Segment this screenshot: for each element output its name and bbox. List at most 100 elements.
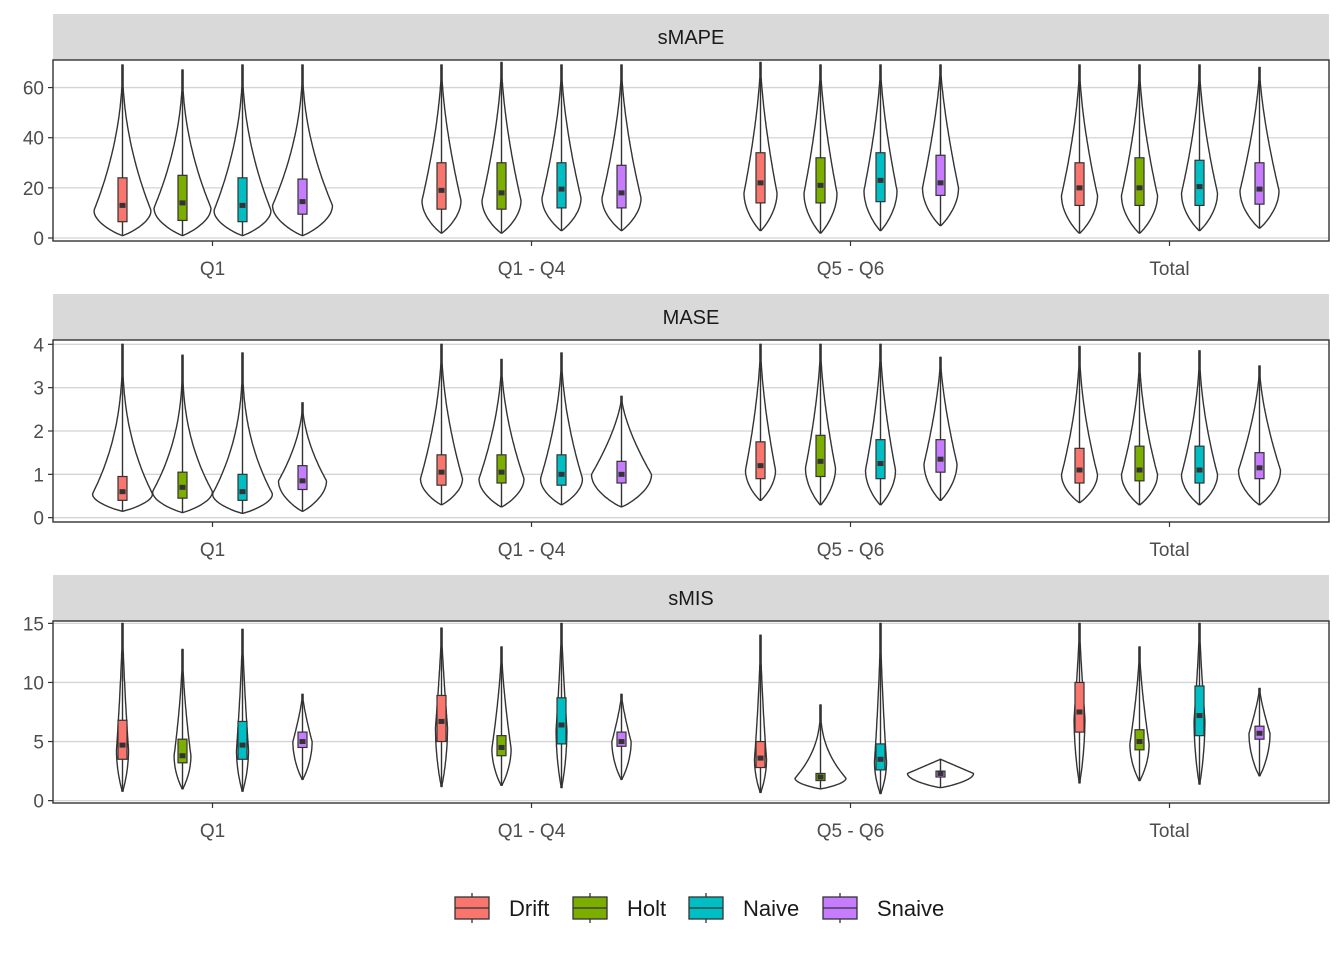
facet-strip	[53, 294, 1329, 340]
iqr-box-drift	[117, 719, 128, 760]
iqr-box-drift	[1074, 162, 1085, 207]
facet-panel-smape: sMAPE 0 20 40 60 Q1 Q1 - Q4 Q5 - Q6 Total	[23, 14, 1330, 280]
facet-strip	[53, 575, 1329, 621]
iqr-box-naive	[556, 454, 567, 486]
y-tick-label: 5	[33, 733, 44, 754]
x-tick-label: Q1	[200, 259, 225, 280]
iqr-box-naive	[237, 720, 248, 760]
legend-label: Snaive	[877, 896, 944, 921]
category-group	[421, 61, 642, 234]
category-group	[1060, 64, 1280, 234]
category-group	[93, 64, 334, 237]
iqr-box-holt	[496, 454, 507, 484]
iqr-box-holt	[1134, 157, 1145, 207]
y-tick-label: 15	[23, 614, 44, 635]
iqr-box-holt	[815, 157, 826, 204]
median-marker-snaive	[1256, 730, 1263, 736]
median-marker-drift	[119, 489, 126, 495]
legend-item-naive: Naive	[688, 893, 799, 923]
median-marker-drift	[757, 180, 764, 186]
legend-label: Drift	[509, 896, 549, 921]
median-marker-naive	[558, 471, 565, 477]
iqr-box-snaive	[935, 439, 946, 473]
legend-item-snaive: Snaive	[822, 893, 944, 923]
iqr-box-snaive	[935, 154, 946, 196]
iqr-box-drift	[436, 162, 447, 210]
facet-strip-title: sMAPE	[658, 27, 725, 49]
median-marker-naive	[1196, 713, 1203, 719]
category-group	[744, 343, 958, 506]
iqr-box-holt	[496, 162, 507, 210]
y-tick-label: 4	[33, 335, 44, 356]
x-tick-label: Q5 - Q6	[817, 540, 885, 561]
median-marker-holt	[179, 484, 186, 490]
median-marker-drift	[1076, 185, 1083, 191]
iqr-box-snaive	[1254, 162, 1265, 205]
legend-label: Holt	[627, 896, 666, 921]
y-tick-label: 0	[33, 509, 44, 530]
category-group	[434, 622, 632, 789]
facet-strip	[53, 14, 1329, 60]
x-tick-label: Q1	[200, 821, 225, 842]
category-group	[115, 622, 313, 792]
iqr-box-snaive	[616, 164, 627, 209]
y-tick-label: 0	[33, 229, 44, 250]
iqr-box-naive	[1194, 445, 1205, 484]
y-tick-label: 1	[33, 465, 44, 486]
category-group	[753, 622, 975, 795]
median-marker-snaive	[937, 180, 944, 186]
iqr-box-naive	[237, 177, 248, 223]
median-marker-drift	[438, 469, 445, 475]
iqr-box-drift	[755, 152, 766, 204]
x-tick-label: Q1 - Q4	[498, 540, 566, 561]
median-marker-snaive	[618, 471, 625, 477]
x-tick-label: Q5 - Q6	[817, 821, 885, 842]
x-tick-label: Q1 - Q4	[498, 821, 566, 842]
median-marker-snaive	[618, 190, 625, 196]
panel-border	[52, 339, 1330, 523]
category-group	[743, 61, 960, 234]
iqr-box-drift	[1074, 447, 1085, 484]
facet-panel-mase: MASE 0 1 2 3 4 Q1 Q1 - Q4 Q5 - Q6 Total	[33, 294, 1330, 561]
median-marker-snaive	[1256, 465, 1263, 471]
iqr-box-naive	[875, 152, 886, 203]
median-marker-drift	[438, 718, 445, 724]
median-marker-naive	[558, 186, 565, 192]
median-marker-snaive	[937, 456, 944, 462]
median-marker-naive	[877, 461, 884, 466]
iqr-box-snaive	[297, 178, 308, 215]
median-marker-holt	[1136, 185, 1143, 191]
x-tick-label: Total	[1149, 540, 1189, 561]
median-marker-naive	[239, 742, 246, 748]
iqr-box-drift	[117, 177, 128, 223]
median-marker-naive	[558, 722, 565, 728]
iqr-box-holt	[815, 434, 826, 478]
median-marker-drift	[119, 202, 126, 208]
median-marker-drift	[757, 755, 764, 761]
median-marker-holt	[179, 753, 186, 759]
facet-strip-title: sMIS	[668, 588, 714, 610]
legend: Drift Holt Naive Snaive	[454, 893, 944, 923]
y-tick-label: 40	[23, 129, 44, 150]
median-marker-holt	[498, 744, 505, 750]
iqr-box-drift	[117, 475, 128, 501]
iqr-box-holt	[1134, 445, 1145, 482]
median-marker-naive	[1196, 467, 1203, 473]
median-marker-naive	[1196, 184, 1203, 190]
y-tick-label: 60	[23, 79, 44, 100]
median-marker-snaive	[1256, 186, 1263, 192]
median-marker-naive	[239, 202, 246, 208]
y-tick-label: 0	[33, 792, 44, 813]
legend-item-drift: Drift	[454, 893, 549, 923]
panel-border	[52, 59, 1330, 242]
iqr-box-holt	[177, 738, 188, 764]
facet-panel-smis: sMIS 0 5 10 15 Q1 Q1 - Q4 Q5 - Q6 Total	[23, 575, 1330, 842]
iqr-box-naive	[1194, 685, 1205, 737]
iqr-box-holt	[177, 174, 188, 222]
legend-item-holt: Holt	[572, 893, 666, 923]
iqr-box-drift	[755, 740, 766, 769]
iqr-box-drift	[755, 441, 766, 480]
median-marker-holt	[498, 190, 505, 196]
category-group	[1060, 345, 1282, 506]
median-marker-snaive	[299, 739, 306, 745]
